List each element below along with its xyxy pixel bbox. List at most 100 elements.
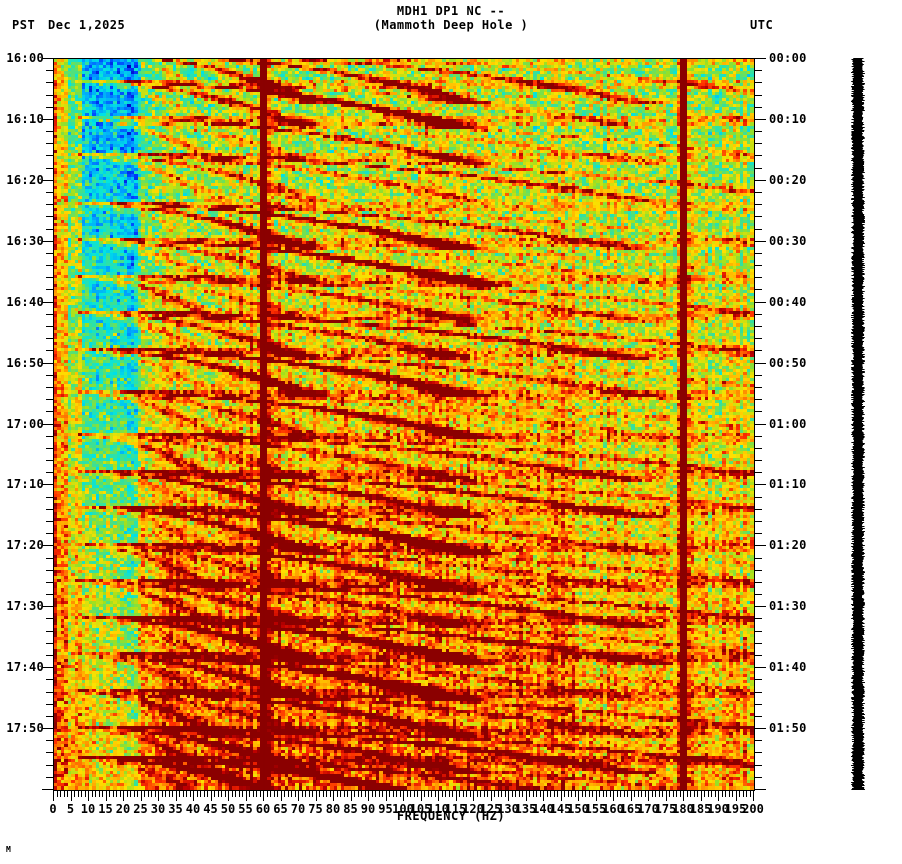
y-tick-label-right: 01:00: [769, 416, 807, 431]
y-tick-minor-right: [755, 155, 762, 157]
y-tick-minor-left: [46, 630, 53, 632]
y-tick-minor-right: [755, 691, 762, 693]
y-tick-minor-left: [46, 411, 53, 413]
x-tick-mark: [659, 791, 660, 797]
x-tick-mark: [379, 791, 380, 797]
y-tick-label-left: 16:00: [6, 51, 44, 65]
x-tick-mark: [494, 791, 495, 797]
y-tick-minor-right: [755, 374, 762, 376]
y-tick-minor-left: [46, 167, 53, 169]
x-tick-mark: [666, 791, 667, 801]
x-tick-mark: [648, 791, 649, 801]
x-tick-mark: [260, 791, 261, 797]
x-tick-mark: [596, 791, 597, 801]
x-tick-mark: [186, 791, 187, 797]
x-tick-mark: [197, 791, 198, 797]
y-tick-minor-left: [46, 386, 53, 388]
y-tick-label-left: 16:50: [6, 355, 44, 370]
x-tick-mark: [449, 791, 450, 797]
y-tick-minor-right: [755, 386, 762, 388]
x-tick-mark: [473, 791, 474, 801]
header-station-name: (Mammoth Deep Hole ): [373, 18, 529, 32]
x-tick-mark: [673, 791, 674, 797]
x-tick-mark: [519, 791, 520, 797]
y-tick-minor-left: [46, 338, 53, 340]
x-tick-mark: [78, 791, 79, 797]
y-tick-minor-left: [46, 460, 53, 462]
x-tick-mark: [463, 791, 464, 797]
y-tick-minor-left: [46, 752, 53, 754]
y-tick-minor-left: [46, 618, 53, 620]
x-tick-mark: [403, 791, 404, 801]
y-tick-minor-left: [42, 423, 53, 425]
spectrogram-canvas: [54, 59, 754, 790]
x-tick-mark: [498, 791, 499, 797]
x-tick-mark: [386, 791, 387, 801]
y-tick-minor-left: [42, 301, 53, 303]
x-tick-mark: [645, 791, 646, 797]
x-tick-mark: [372, 791, 373, 797]
x-tick-mark: [543, 791, 544, 801]
x-tick-mark: [267, 791, 268, 797]
x-tick-mark: [501, 791, 502, 797]
x-tick-mark: [256, 791, 257, 797]
x-tick-mark: [288, 791, 289, 797]
x-tick-mark: [578, 791, 579, 801]
x-tick-mark: [634, 791, 635, 797]
y-tick-label-right: 00:00: [769, 51, 807, 65]
y-tick-minor-right: [755, 423, 766, 425]
x-tick-mark: [298, 791, 299, 801]
x-tick-mark: [428, 791, 429, 797]
y-tick-minor-left: [46, 557, 53, 559]
x-tick-mark: [361, 791, 362, 797]
x-tick-mark: [368, 791, 369, 801]
x-tick-mark: [92, 791, 93, 797]
y-tick-minor-right: [755, 618, 762, 620]
x-tick-mark: [529, 791, 530, 797]
y-tick-minor-right: [755, 58, 766, 59]
y-tick-minor-right: [755, 118, 766, 120]
header-timezone-left: PST: [12, 18, 36, 32]
y-tick-minor-right: [755, 265, 762, 267]
y-tick-minor-right: [755, 776, 762, 778]
x-tick-mark: [316, 791, 317, 801]
x-tick-mark: [466, 791, 467, 797]
y-tick-label-right: 00:10: [769, 111, 807, 126]
x-tick-mark: [109, 791, 110, 797]
x-tick-mark: [627, 791, 628, 797]
x-tick-mark: [102, 791, 103, 797]
x-tick-mark: [179, 791, 180, 797]
x-tick-mark: [617, 791, 618, 797]
x-tick-mark: [407, 791, 408, 797]
x-tick-mark: [508, 791, 509, 801]
y-tick-minor-left: [42, 667, 53, 669]
x-tick-mark: [57, 791, 58, 797]
y-tick-minor-right: [755, 131, 762, 133]
x-tick-mark: [564, 791, 565, 797]
x-tick-mark: [589, 791, 590, 797]
y-tick-minor-left: [46, 399, 53, 401]
x-tick-mark: [284, 791, 285, 797]
y-tick-minor-left: [46, 252, 53, 254]
x-tick-mark: [421, 791, 422, 801]
corner-artifact-glyph: M: [6, 845, 11, 854]
y-tick-minor-left: [46, 435, 53, 437]
y-tick-minor-right: [755, 715, 762, 717]
y-tick-minor-right: [755, 338, 762, 340]
x-tick-mark: [606, 791, 607, 797]
x-tick-mark: [134, 791, 135, 797]
x-tick-mark: [64, 791, 65, 797]
x-tick-mark: [228, 791, 229, 801]
x-tick-mark: [526, 791, 527, 801]
y-tick-label-left: 17:30: [6, 599, 44, 614]
y-tick-minor-right: [755, 581, 762, 583]
x-tick-mark: [365, 791, 366, 797]
spectrogram-plot-area: [53, 58, 755, 791]
x-tick-mark: [127, 791, 128, 797]
x-tick-mark: [515, 791, 516, 797]
y-tick-label-left: 17:20: [6, 538, 44, 553]
x-tick-mark: [522, 791, 523, 797]
x-tick-mark: [410, 791, 411, 797]
x-tick-mark: [540, 791, 541, 797]
x-tick-mark: [218, 791, 219, 797]
